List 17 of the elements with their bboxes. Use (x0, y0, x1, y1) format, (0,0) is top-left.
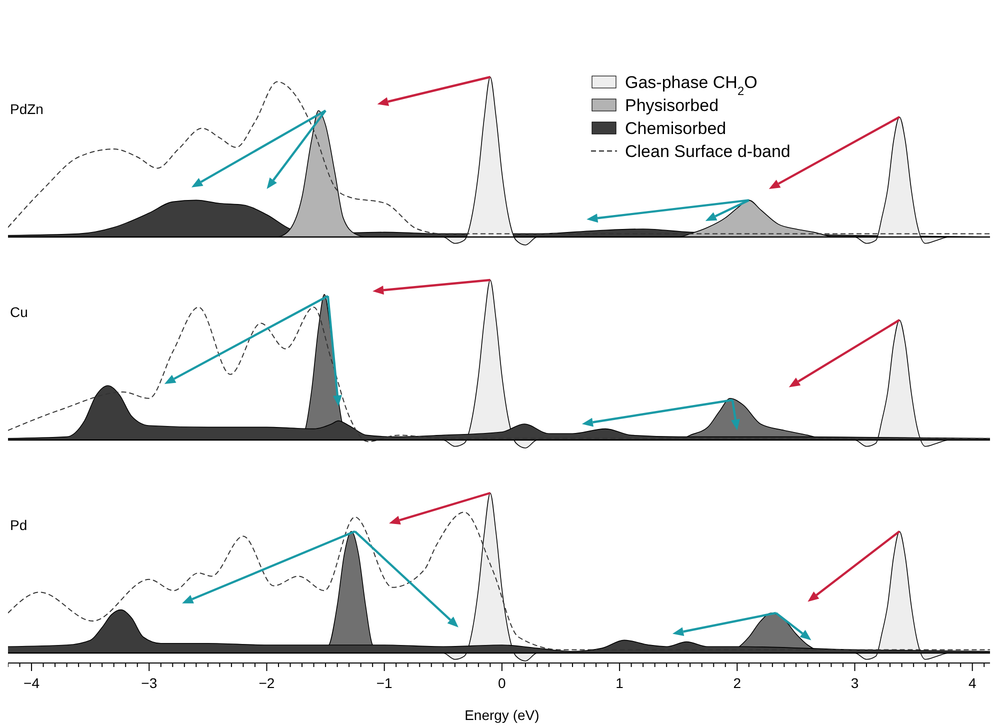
annotation: Pd (10, 516, 28, 533)
legend-label: Physisorbed (625, 96, 719, 115)
legend-label: Clean Surface d-band (625, 142, 790, 161)
x-tick-label: −2 (258, 675, 275, 691)
x-tick-label: 4 (968, 675, 976, 691)
legend-label: Chemisorbed (625, 119, 726, 138)
x-tick-label: 0 (498, 675, 506, 691)
x-tick-label: 3 (850, 675, 859, 691)
x-tick-label: −1 (376, 675, 393, 691)
x-axis-title: Energy (eV) (464, 707, 540, 723)
annotation: PdZn (10, 100, 44, 117)
legend-label: Gas-phase CH$_{2}$O (625, 73, 758, 98)
x-tick-label: −4 (24, 675, 40, 691)
annotation: Cu (10, 304, 28, 320)
x-tick-label: 2 (733, 675, 742, 691)
x-tick-label: −3 (141, 675, 158, 691)
x-tick-label: 1 (616, 675, 624, 691)
